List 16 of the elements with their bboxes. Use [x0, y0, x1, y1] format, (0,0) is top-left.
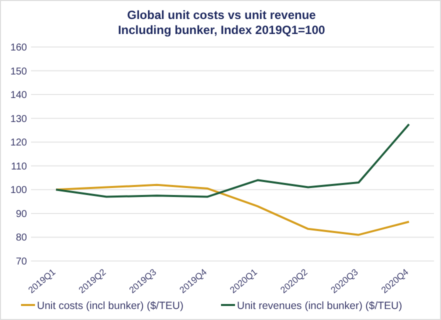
- y-tick-label: 150: [10, 66, 28, 78]
- y-tick-label: 130: [10, 114, 28, 125]
- line-series: [55, 123, 410, 198]
- line-series: [55, 184, 410, 236]
- y-tick-label: 110: [11, 161, 28, 172]
- legend-label: Unit revenues (incl bunker) ($/TEU): [237, 300, 402, 312]
- legend-label: Unit costs (incl bunker) ($/TEU): [37, 300, 184, 312]
- y-tick-label: 160: [10, 42, 28, 54]
- y-tick-label: 80: [16, 232, 28, 244]
- y-tick-label: 140: [10, 90, 28, 102]
- y-tick-label: 100: [10, 185, 28, 196]
- y-tick-label: 90: [16, 208, 28, 220]
- chart-title: Global unit costs vs unit revenue: [127, 8, 316, 22]
- y-tick-label: 120: [10, 138, 28, 149]
- chart-subtitle: Including bunker, Index 2019Q1=100: [118, 23, 326, 37]
- y-tick-label: 70: [16, 256, 28, 268]
